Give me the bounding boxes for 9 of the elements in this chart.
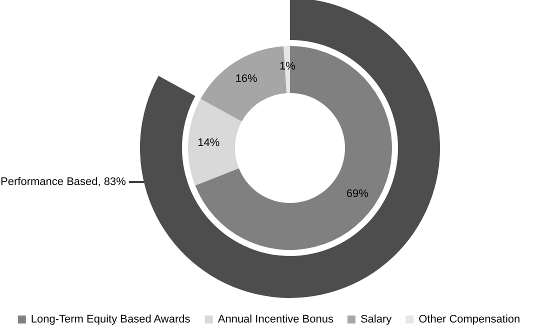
legend-label: Other Compensation — [418, 314, 520, 326]
data-label: 69% — [346, 188, 369, 200]
legend-label: Salary — [360, 314, 392, 326]
legend-label: Long-Term Equity Based Awards — [30, 314, 191, 326]
legend-label: Annual Incentive Bonus — [218, 314, 334, 326]
data-label: 1% — [279, 60, 296, 73]
data-label: 16% — [235, 73, 258, 86]
data-label: Performance Based, 83% — [0, 176, 126, 188]
data-label: 14% — [198, 136, 220, 149]
